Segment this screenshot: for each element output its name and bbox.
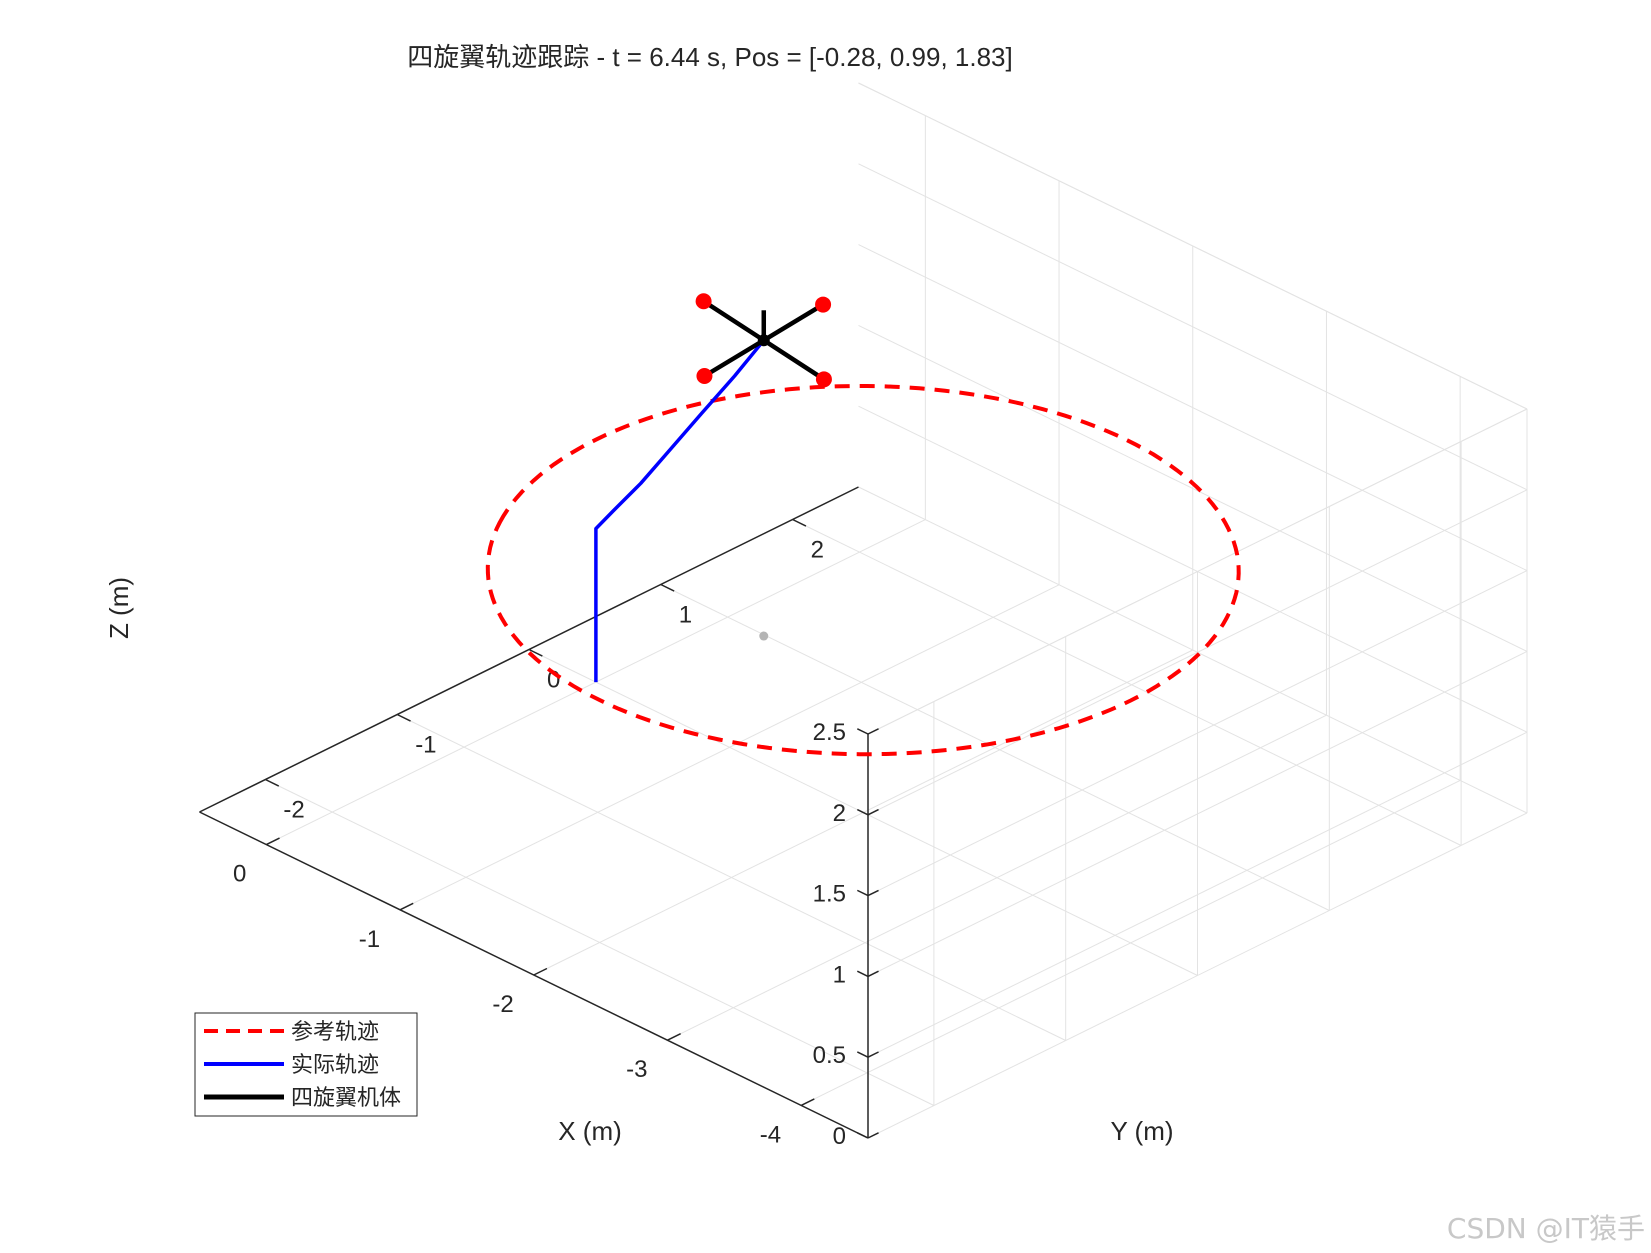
back-wall-grid-line <box>867 570 1528 897</box>
floor-grid-line <box>265 779 935 1106</box>
z-tick-mark <box>856 1051 869 1058</box>
y-tick-mark <box>792 518 807 527</box>
legend-label-body: 四旋翼机体 <box>291 1086 401 1111</box>
z-axis-label: Z (m) <box>104 577 134 639</box>
z-tick-mark <box>867 728 879 735</box>
y-tick-label: 1 <box>679 602 692 629</box>
floor-grid-line <box>396 714 1066 1041</box>
z-tick-label: 1.5 <box>813 881 846 908</box>
box-edge <box>867 408 1528 735</box>
drone-rotor <box>696 367 713 384</box>
x-tick-label: -3 <box>626 1056 647 1083</box>
y-tick-label: -2 <box>283 797 304 824</box>
drone-rotor <box>815 371 832 388</box>
side-wall-grid-line <box>858 163 1528 491</box>
plot-data <box>485 293 1241 757</box>
z-tick-label: 1 <box>833 961 846 988</box>
x-tick-mark <box>667 1033 681 1041</box>
back-wall-grid-line <box>867 650 1528 977</box>
legend-label-actual: 实际轨迹 <box>291 1053 379 1078</box>
z-tick-mark <box>856 1132 869 1139</box>
back-wall-grid-line <box>867 731 1528 1058</box>
actual-trajectory-line <box>594 339 766 683</box>
x-tick-label: -2 <box>492 991 513 1018</box>
y-tick-mark <box>660 583 675 592</box>
drone-arm <box>701 298 767 343</box>
drone-rotor <box>815 296 832 313</box>
x-tick-mark <box>533 967 548 976</box>
drone-ground-shadow <box>759 631 769 641</box>
y-axis-label: Y (m) <box>1110 1116 1173 1146</box>
legend: 参考轨迹 实际轨迹 四旋翼机体 <box>194 1012 418 1117</box>
z-tick-label: 0 <box>833 1123 846 1150</box>
z-tick-mark <box>867 970 879 978</box>
z-tick-mark <box>856 808 869 816</box>
floor-grid-line <box>660 584 1330 911</box>
drone-rotor <box>695 293 712 310</box>
x-axis-label: X (m) <box>558 1116 622 1146</box>
z-tick-mark <box>856 889 869 897</box>
drone-arm <box>761 338 827 382</box>
back-wall-grid-line <box>867 812 1528 1139</box>
y-tick-mark <box>265 778 280 787</box>
z-tick-mark <box>867 889 879 897</box>
y-tick-mark <box>396 713 411 722</box>
y-tick-mark <box>528 648 543 657</box>
legend-label-reference: 参考轨迹 <box>291 1020 379 1045</box>
z-tick-label: 0.5 <box>813 1042 846 1069</box>
floor-grid-line <box>792 519 1462 846</box>
reference-trajectory-line <box>485 384 1241 757</box>
side-wall-grid-line <box>858 244 1528 572</box>
z-tick-mark <box>867 808 879 816</box>
y-tick-label: -1 <box>415 732 436 759</box>
side-wall-grid-line <box>858 405 1528 733</box>
x-tick-label: -1 <box>359 926 380 953</box>
box-edge <box>858 82 1528 410</box>
chart-title: 四旋翼轨迹跟踪 - t = 6.44 s, Pos = [-0.28, 0.99… <box>407 42 1012 72</box>
drone-arm <box>702 338 767 379</box>
z-tick-label: 2.5 <box>813 719 846 746</box>
x-tick-mark <box>266 837 280 846</box>
z-tick-mark <box>856 970 869 978</box>
y-tick-label: 2 <box>811 537 824 564</box>
side-wall-grid-line <box>858 486 1528 814</box>
x-tick-mark <box>399 902 414 911</box>
x-tick-label: 0 <box>233 861 246 888</box>
watermark: CSDN @IT猿手 <box>1446 1212 1645 1245</box>
z-tick-mark <box>867 1132 879 1139</box>
drone-center <box>757 334 770 347</box>
z-tick-mark <box>867 1051 879 1058</box>
x-tick-mark <box>800 1098 815 1107</box>
x-tick-label: -4 <box>760 1121 781 1148</box>
side-wall-grid-line <box>858 324 1528 652</box>
z-tick-mark <box>856 728 869 735</box>
drone-arm <box>761 302 826 343</box>
grid-lines <box>265 82 1528 1139</box>
z-tick-label: 2 <box>833 800 846 827</box>
